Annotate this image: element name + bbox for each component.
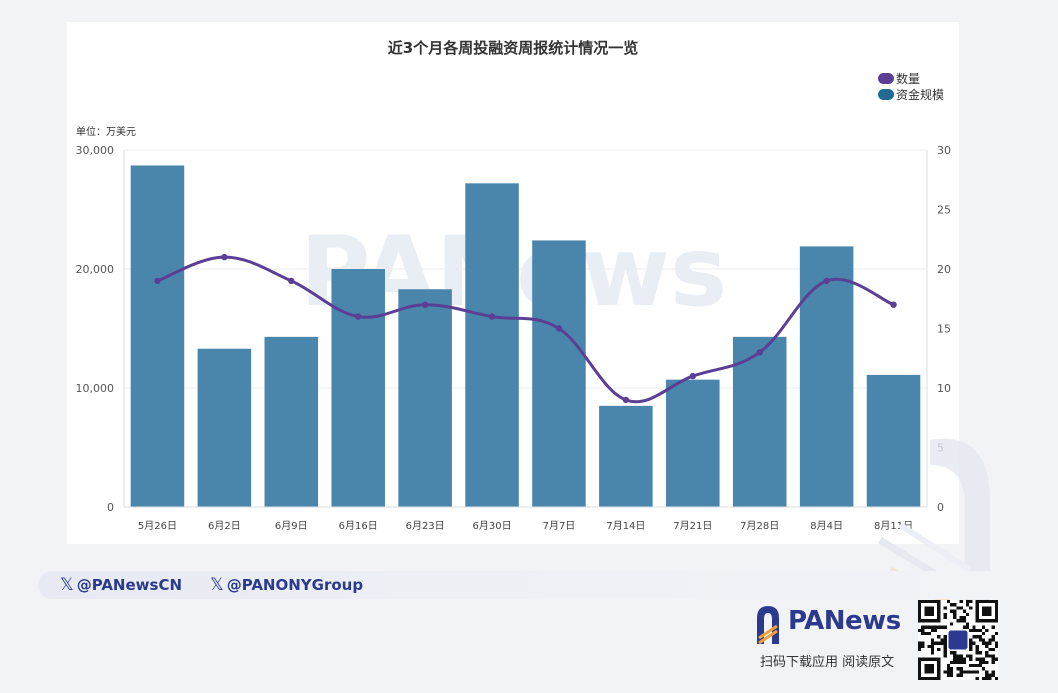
legend-item-count[interactable]: 数量 [878,71,920,86]
right-tick-label: 25 [937,204,951,217]
bar [465,183,519,507]
unit-label: 单位：万美元 [76,125,136,138]
left-tick-label: 20,000 [76,263,115,276]
x-tick-label: 6月9日 [275,520,308,532]
bars [130,165,921,507]
bar [331,269,385,507]
legend-swatch-count [878,73,894,84]
bar [264,336,319,507]
qr-code[interactable] [918,600,998,680]
left-tick-label: 10,000 [76,382,115,395]
legend: 数量 资金规模 [878,71,944,102]
panews-logo-icon [757,606,779,644]
right-tick-label: 30 [937,144,951,157]
right-tick-label: 15 [937,323,951,336]
x-tick-label: 6月16日 [339,520,378,532]
bar [599,405,653,507]
legend-label-funding: 资金规模 [896,87,944,102]
legend-label-count: 数量 [896,71,920,86]
chart-title: 近3个月各周投融资周报统计情况一览 [388,39,638,57]
chart: 近3个月各周投融资周报统计情况一览 PANews 数量 资金规模 单位：万美元 … [76,39,952,532]
count-line [154,253,897,404]
bar [799,246,854,507]
x-tick-label: 7月14日 [606,520,645,532]
bar [130,165,185,507]
x-logo-icon: 𝕏 [210,575,224,595]
social-handle-panonygroup[interactable]: 𝕏 @PANONYGroup [210,571,363,599]
count-point [756,349,763,356]
bar [666,379,720,507]
bar [197,348,252,507]
x-tick-label: 8月4日 [810,520,843,532]
social-bar: 𝕏 @PANewsCN 𝕏 @PANONYGroup [38,571,1003,599]
x-tick-label: 5月26日 [138,520,177,532]
bar [732,336,787,507]
count-point [154,277,161,285]
legend-item-funding[interactable]: 资金规模 [878,87,944,102]
right-tick-label: 20 [937,263,951,276]
count-point [221,253,228,261]
x-tick-label: 6月2日 [208,520,241,532]
bar [398,289,452,507]
count-point [689,372,696,380]
count-point [555,325,563,332]
brand-name: PANews [788,606,901,636]
bar [532,240,586,507]
right-tick-label: 0 [937,501,944,514]
left-tick-label: 0 [107,501,114,514]
chart-card: 近3个月各周投融资周报统计情况一览 PANews 数量 资金规模 单位：万美元 … [67,22,959,544]
left-axis: 0 10,000 20,000 30,000 [76,144,125,514]
brand-slogan: 扫码下载应用 阅读原文 [760,655,895,670]
count-point [890,301,897,308]
social-handle-panewscn[interactable]: 𝕏 @PANewsCN [60,571,182,599]
count-point [421,301,429,308]
legend-swatch-funding [878,89,894,100]
social-handle-text: @PANONYGroup [226,576,364,594]
x-logo-icon: 𝕏 [60,575,74,595]
x-tick-label: 6月23日 [406,520,445,532]
x-tick-label: 7月21日 [673,520,712,532]
bar [866,374,921,507]
count-point [622,396,630,404]
count-point [823,277,830,285]
x-tick-label: 6月30日 [472,520,511,532]
count-point [488,313,496,320]
x-axis: 5月26日 6月2日 6月9日 6月16日 6月23日 6月30日 7月7日 7月14日 7月2… [124,506,927,532]
right-tick-label: 10 [937,382,951,395]
social-handle-text: @PANewsCN [76,576,183,594]
count-point [288,277,295,285]
left-tick-label: 30,000 [76,144,115,157]
count-point [355,313,362,320]
x-tick-label: 7月28日 [740,520,779,532]
x-tick-label: 7月7日 [543,520,576,532]
